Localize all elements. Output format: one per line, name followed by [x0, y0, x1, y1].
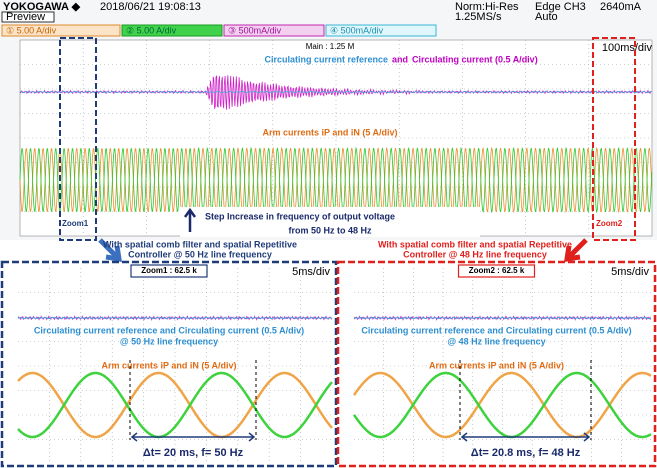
- main-arm: Arm currents iP and iN (5 A/div): [262, 127, 397, 137]
- note-left-1: With spatial comb filter and spatial Rep…: [103, 239, 297, 249]
- zoom-record: Zoom2 : 62.5 k: [469, 266, 525, 275]
- step-1: Step Increase in frequency of output vol…: [205, 211, 395, 221]
- datetime: 2018/06/21 19:08:13: [100, 1, 201, 13]
- zoom2-label: Zoom2: [596, 219, 623, 228]
- scope-figure: YOKOGAWA ◆ 2018/06/21 19:08:13 Preview N…: [0, 0, 657, 468]
- zoom-delta: Δt= 20 ms, f= 50 Hz: [143, 447, 244, 459]
- note-right-2: Controller @ 48 Hz line frequency: [403, 249, 547, 259]
- ch2: ② 5.00 A/div: [126, 25, 177, 35]
- title-ref: Circulating current reference: [264, 54, 388, 64]
- note-right-1: With spatial comb filter and spatial Rep…: [378, 239, 572, 249]
- step-2: from 50 Hz to 48 Hz: [288, 225, 372, 235]
- note-left-2: Controller @ 50 Hz line frequency: [128, 249, 272, 259]
- title-cur: Circulating current (0.5 A/div): [412, 54, 538, 64]
- zoom-timebase: 5ms/div: [292, 266, 330, 278]
- channel-bar: ① 5.00 A/div ② 5.00 A/div ③ 500mA/div ④ …: [2, 25, 436, 36]
- title-and: and: [392, 54, 408, 64]
- mode: Preview: [6, 11, 45, 23]
- zoom-title: Circulating current reference and Circul…: [361, 325, 631, 335]
- zoom-timebase: 5ms/div: [611, 266, 649, 278]
- ch4: ④ 500mA/div: [330, 25, 384, 35]
- zoom-freq: @ 50 Hz line frequency: [120, 336, 218, 346]
- zoom-arm: Arm currents iP and iN (5 A/div): [101, 360, 236, 370]
- main-record: Main : 1.25 M: [306, 42, 355, 51]
- zoom-delta: Δt= 20.8 ms, f= 48 Hz: [471, 447, 581, 459]
- zoom-title: Circulating current reference and Circul…: [34, 325, 304, 335]
- zoom-panel: Zoom1 : 62.5 k 5ms/div Circulating current…: [2, 262, 336, 466]
- level: 2640mA: [600, 1, 642, 13]
- rate: 1.25MS/s: [455, 11, 502, 23]
- zoom-record: Zoom1 : 62.5 k: [141, 266, 197, 275]
- ch3: ③ 500mA/div: [228, 25, 282, 35]
- ch1: ① 5.00 A/div: [6, 25, 57, 35]
- zoom-freq: @ 48 Hz line frequency: [447, 336, 545, 346]
- zoom-panels: Zoom1 : 62.5 k 5ms/div Circulating current…: [2, 262, 655, 466]
- main-timebase: 100ms/div: [602, 42, 653, 54]
- zoom-panel: Zoom2 : 62.5 k 5ms/div Circulating current…: [338, 262, 655, 466]
- zoom1-label: Zoom1: [62, 219, 89, 228]
- trig-mode: Auto: [535, 11, 558, 23]
- zoom-arm: Arm currents iP and iN (5 A/div): [429, 360, 564, 370]
